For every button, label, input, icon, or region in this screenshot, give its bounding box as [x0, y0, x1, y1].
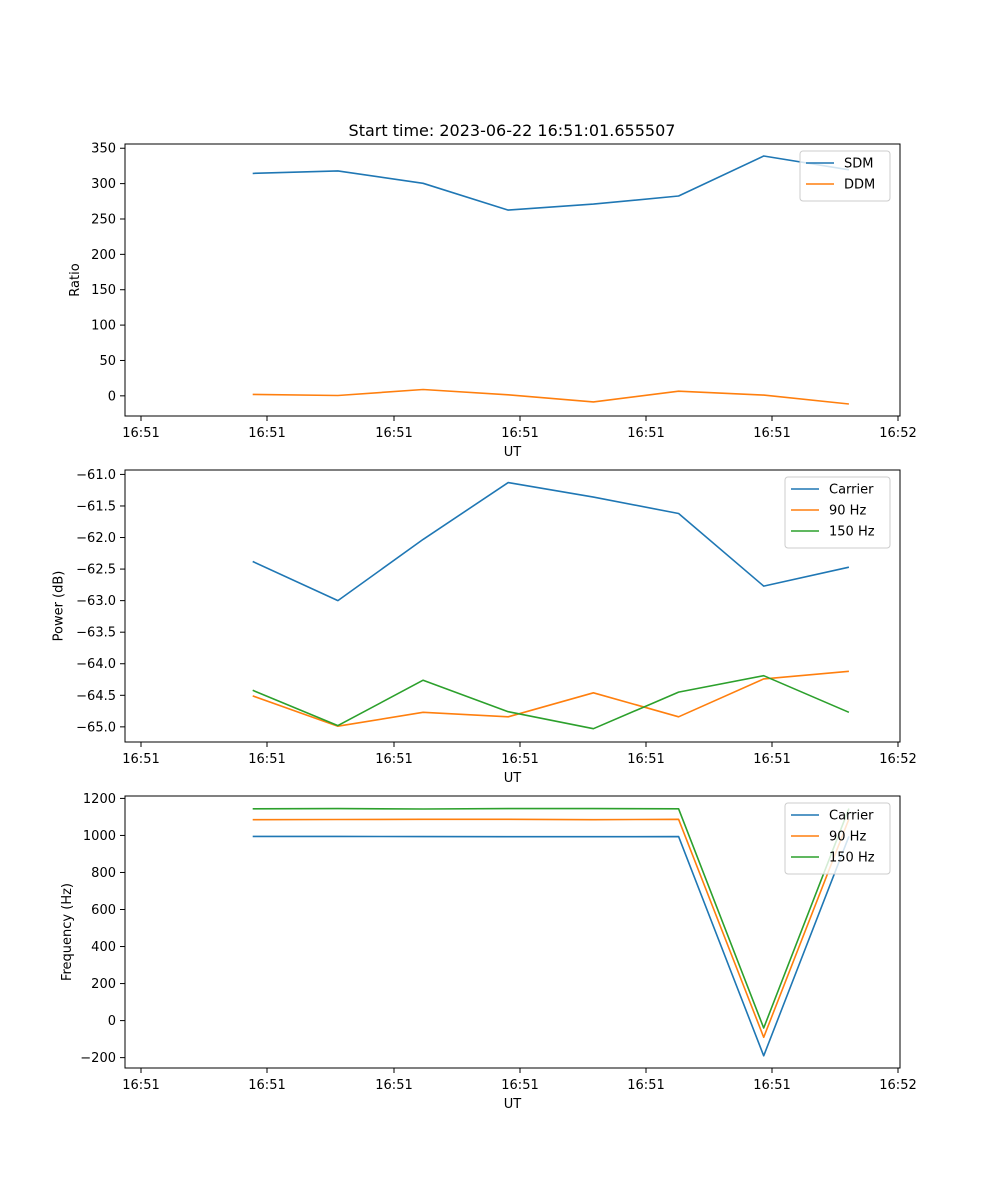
x-tick-label: 16:51 [501, 426, 538, 441]
y-tick-label: 800 [91, 866, 116, 881]
legend-label-150-hz: 150 Hz [829, 851, 875, 866]
y-axis-label: Frequency (Hz) [60, 883, 75, 981]
series-line-150-hz [252, 807, 850, 1029]
series-line-sdm [252, 155, 850, 211]
y-tick-label: 0 [108, 1014, 116, 1029]
subplot-ratio: 16:51 16:51 16:51 16:51 16:51 16:51 16:52 UT 0 50… [68, 142, 917, 460]
y-axis-label: Ratio [68, 263, 83, 296]
y-tick-label: 350 [91, 142, 116, 157]
legend-label-90-hz: 90 Hz [829, 504, 866, 519]
y-tick-label: −61.5 [76, 499, 116, 514]
x-tick-label: 16:51 [375, 1078, 412, 1093]
x-tick-label: 16:51 [248, 752, 285, 767]
y-tick-label: −63.0 [76, 594, 116, 609]
y-tick-label: 1200 [83, 792, 116, 807]
x-axis-label: UT [504, 445, 522, 460]
x-tick-label: 16:51 [122, 426, 159, 441]
y-tick-label: 50 [99, 354, 116, 369]
y-tick-label: −61.0 [76, 468, 116, 483]
series-line-ddm [252, 388, 849, 405]
x-tick-label: 16:51 [627, 752, 664, 767]
x-tick-label: 16:51 [501, 752, 538, 767]
x-tick-label: 16:52 [879, 752, 916, 767]
series-line-90-hz [252, 818, 850, 1039]
y-tick-label: 0 [108, 389, 116, 404]
y-tick-label: −200 [80, 1051, 116, 1066]
legend-label-90-hz: 90 Hz [829, 830, 866, 845]
y-tick-label: 200 [91, 248, 116, 263]
x-tick-label: 16:51 [753, 1078, 790, 1093]
legend-label-carrier: Carrier [829, 809, 874, 824]
x-axis-label: UT [504, 771, 522, 786]
series-line-90-hz [252, 670, 849, 728]
x-tick-label: 16:52 [879, 1078, 916, 1093]
subplot-power: 16:51 16:51 16:51 16:51 16:51 16:51 16:52 UT −65… [52, 468, 917, 786]
x-tick-label: 16:51 [753, 426, 790, 441]
subplot-frequency: 16:51 16:51 16:51 16:51 16:51 16:51 16:52 UT −20… [60, 792, 917, 1112]
y-tick-label: 200 [91, 977, 116, 992]
y-tick-label: 400 [91, 940, 116, 955]
y-tick-label: −64.5 [76, 689, 116, 704]
series-line-carrier [252, 835, 850, 1057]
y-tick-label: 100 [91, 319, 116, 334]
legend-label-carrier: Carrier [829, 483, 874, 498]
x-tick-label: 16:51 [122, 1078, 159, 1093]
x-tick-label: 16:51 [627, 1078, 664, 1093]
legend-label-150-hz: 150 Hz [829, 525, 875, 540]
y-tick-label: 300 [91, 177, 116, 192]
x-tick-label: 16:52 [879, 426, 916, 441]
x-tick-label: 16:51 [501, 1078, 538, 1093]
legend-label-sdm: SDM [844, 157, 873, 172]
figure-title: Start time: 2023-06-22 16:51:01.655507 [349, 121, 676, 140]
y-tick-label: 250 [91, 212, 116, 227]
y-tick-label: 600 [91, 903, 116, 918]
y-tick-label: 1000 [83, 829, 116, 844]
series-line-150-hz [252, 674, 850, 730]
y-tick-label: 150 [91, 283, 116, 298]
axes-frame [124, 143, 901, 417]
x-tick-label: 16:51 [753, 752, 790, 767]
y-tick-label: −63.5 [76, 626, 116, 641]
axes-frame [124, 795, 901, 1069]
axes-frame [124, 469, 901, 743]
legend-label-ddm: DDM [844, 178, 875, 193]
y-tick-label: −64.0 [76, 657, 116, 672]
y-tick-label: −62.5 [76, 563, 116, 578]
x-tick-label: 16:51 [248, 1078, 285, 1093]
y-tick-label: −62.0 [76, 531, 116, 546]
series-line-carrier [252, 481, 850, 602]
y-tick-label: −65.0 [76, 720, 116, 735]
x-tick-label: 16:51 [375, 752, 412, 767]
y-axis-label: Power (dB) [52, 571, 67, 642]
x-tick-label: 16:51 [122, 752, 159, 767]
x-tick-label: 16:51 [375, 426, 412, 441]
x-tick-label: 16:51 [248, 426, 285, 441]
x-axis-label: UT [504, 1097, 522, 1112]
x-tick-label: 16:51 [627, 426, 664, 441]
